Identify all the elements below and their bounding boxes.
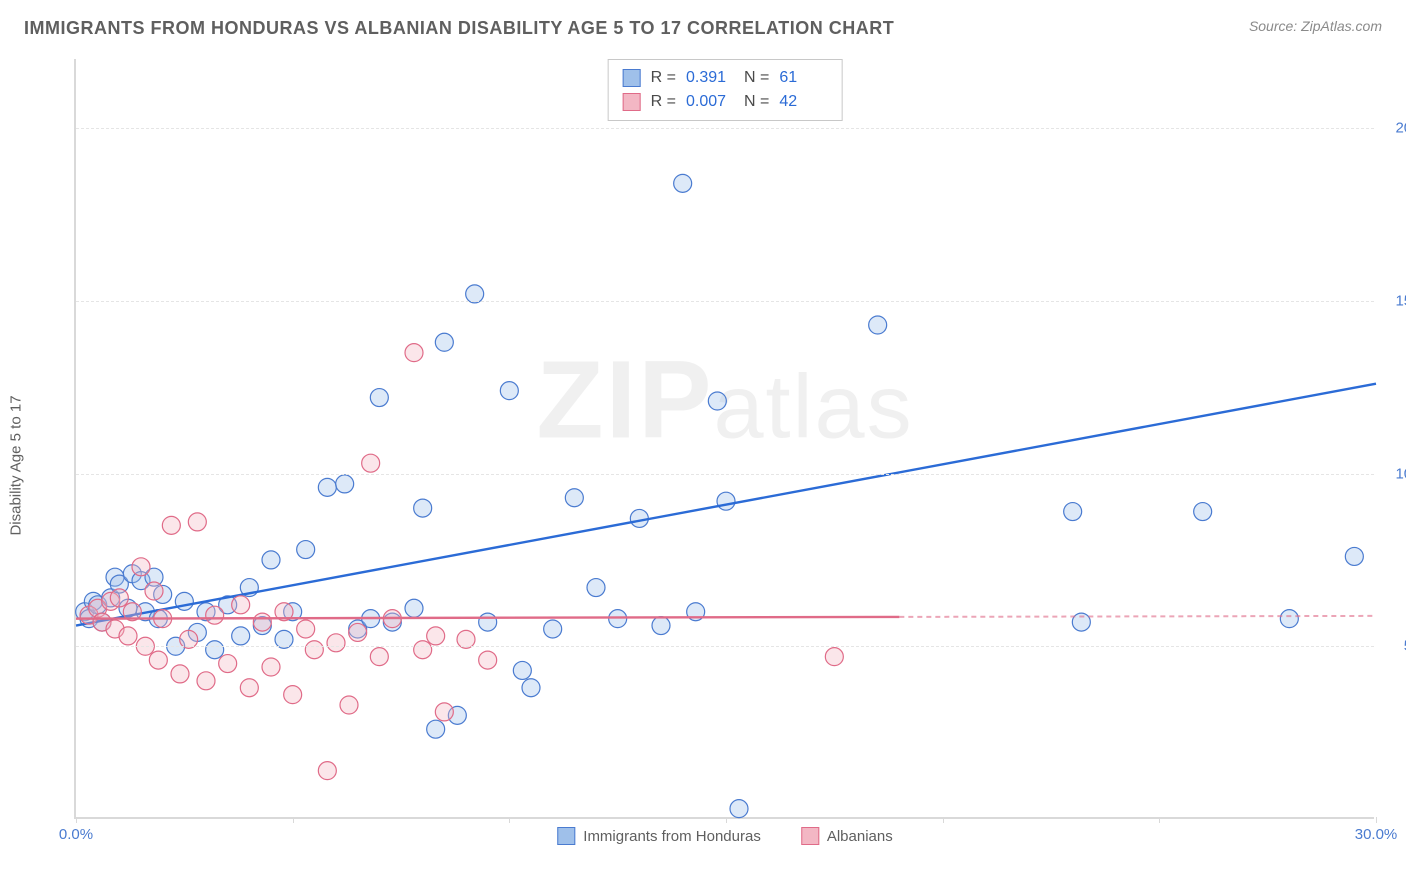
data-point (414, 641, 432, 659)
x-tick-mark (1159, 817, 1160, 823)
y-tick-label: 15.0% (1395, 292, 1406, 309)
source-text: Source: ZipAtlas.com (1249, 18, 1382, 34)
data-point (1280, 610, 1298, 628)
gridline (76, 128, 1374, 129)
data-point (435, 333, 453, 351)
data-point (479, 613, 497, 631)
data-point (427, 720, 445, 738)
data-point (587, 579, 605, 597)
data-point (305, 641, 323, 659)
data-point (370, 389, 388, 407)
x-tick-mark (509, 817, 510, 823)
data-point (370, 648, 388, 666)
data-point (565, 489, 583, 507)
plot-area: ZIPatlas R = 0.391 N = 61 R = 0.007 N = … (74, 59, 1374, 819)
legend-item-0: Immigrants from Honduras (557, 827, 761, 845)
swatch-icon (557, 827, 575, 845)
data-point (730, 800, 748, 818)
gridline (76, 301, 1374, 302)
data-point (119, 627, 137, 645)
y-tick-label: 20.0% (1395, 120, 1406, 137)
data-point (110, 589, 128, 607)
data-point (405, 599, 423, 617)
data-point (435, 703, 453, 721)
data-point (206, 606, 224, 624)
data-point (1345, 547, 1363, 565)
data-point (132, 558, 150, 576)
data-point (171, 665, 189, 683)
data-point (240, 679, 258, 697)
data-point (708, 392, 726, 410)
x-tick-mark (76, 817, 77, 823)
data-point (318, 762, 336, 780)
gridline (76, 646, 1374, 647)
x-tick-mark (293, 817, 294, 823)
chart-wrap: Disability Age 5 to 17 ZIPatlas R = 0.39… (24, 47, 1382, 867)
data-point (414, 499, 432, 517)
data-point (405, 344, 423, 362)
data-point (197, 672, 215, 690)
legend-item-1: Albanians (801, 827, 893, 845)
swatch-icon (801, 827, 819, 845)
x-tick-mark (943, 817, 944, 823)
data-point (479, 651, 497, 669)
data-point (188, 513, 206, 531)
gridline (76, 474, 1374, 475)
data-point (349, 623, 367, 641)
data-point (327, 634, 345, 652)
data-point (162, 516, 180, 534)
x-tick-mark (726, 817, 727, 823)
scatter-svg (76, 59, 1374, 817)
bottom-legend: Immigrants from Honduras Albanians (557, 827, 892, 845)
data-point (336, 475, 354, 493)
data-point (262, 551, 280, 569)
y-axis-label: Disability Age 5 to 17 (8, 395, 25, 535)
data-point (297, 541, 315, 559)
data-point (674, 174, 692, 192)
data-point (513, 661, 531, 679)
y-tick-label: 10.0% (1395, 465, 1406, 482)
legend-label: Immigrants from Honduras (583, 828, 761, 845)
x-tick-label: 0.0% (59, 826, 93, 843)
data-point (219, 655, 237, 673)
data-point (253, 613, 271, 631)
data-point (362, 454, 380, 472)
data-point (145, 582, 163, 600)
data-point (206, 641, 224, 659)
data-point (869, 316, 887, 334)
data-point (340, 696, 358, 714)
data-point (284, 686, 302, 704)
data-point (427, 627, 445, 645)
legend-label: Albanians (827, 828, 893, 845)
data-point (232, 627, 250, 645)
data-point (717, 492, 735, 510)
chart-title: IMMIGRANTS FROM HONDURAS VS ALBANIAN DIS… (24, 18, 1382, 39)
data-point (1194, 503, 1212, 521)
data-point (652, 617, 670, 635)
data-point (522, 679, 540, 697)
x-tick-mark (1376, 817, 1377, 823)
data-point (544, 620, 562, 638)
data-point (149, 651, 167, 669)
data-point (232, 596, 250, 614)
trend-line-extension (899, 616, 1376, 617)
trend-line (76, 384, 1376, 626)
x-tick-label: 30.0% (1355, 826, 1398, 843)
data-point (1064, 503, 1082, 521)
data-point (825, 648, 843, 666)
data-point (262, 658, 280, 676)
data-point (500, 382, 518, 400)
data-point (297, 620, 315, 638)
data-point (318, 478, 336, 496)
